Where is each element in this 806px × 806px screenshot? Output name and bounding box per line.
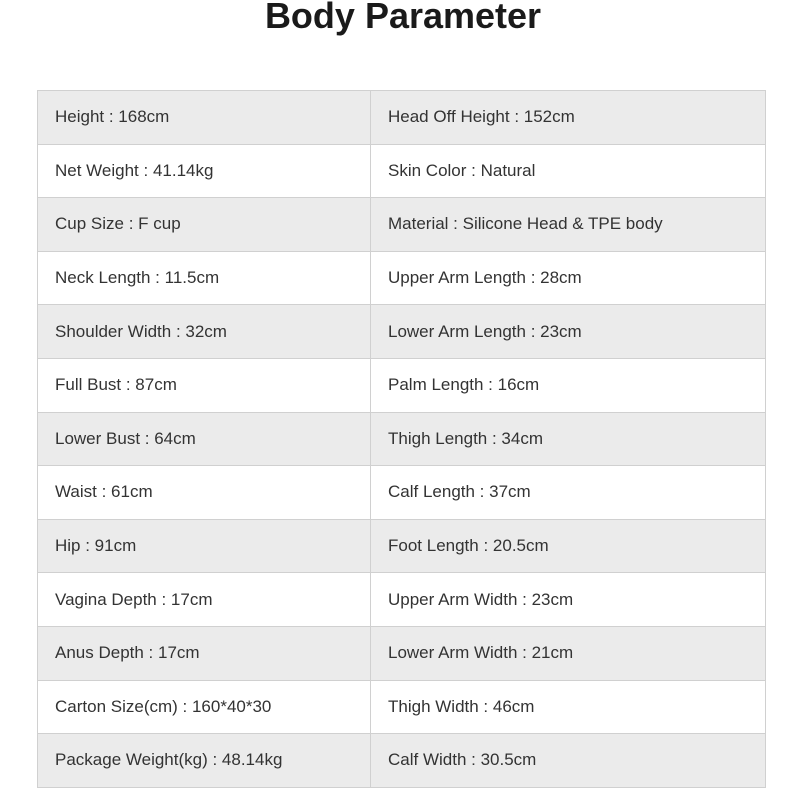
table-cell: Palm Length : 16cm [370,357,766,413]
table-cell: Upper Arm Length : 28cm [370,250,766,306]
table-cell: Head Off Height : 152cm [370,90,766,145]
table-row: Hip : 91cm Foot Length : 20.5cm [37,518,766,574]
table-cell: Calf Length : 37cm [370,465,766,520]
table-cell: Vagina Depth : 17cm [37,572,371,627]
table-row: Full Bust : 87cm Palm Length : 16cm [37,357,766,413]
table-cell: Lower Arm Width : 21cm [370,625,766,681]
page-title: Body Parameter [264,0,542,36]
table-row: Neck Length : 11.5cm Upper Arm Length : 2… [37,250,766,306]
parameter-table: Height : 168cm Head Off Height : 152cm Net… [37,90,766,788]
table-row: Cup Size : F cup Material : Silicone Head… [37,197,766,252]
table-cell: Thigh Length : 34cm [370,411,766,467]
table-cell: Lower Arm Length : 23cm [370,304,766,359]
table-cell: Calf Width : 30.5cm [370,733,766,788]
table-cell: Net Weight : 41.14kg [37,143,371,199]
table-row: Waist : 61cm Calf Length : 37cm [37,465,766,520]
table-cell: Carton Size(cm) : 160*40*30 [37,679,371,735]
table-cell: Height : 168cm [37,90,371,145]
table-row: Lower Bust : 64cm Thigh Length : 34cm [37,411,766,467]
table-cell: Anus Depth : 17cm [37,625,371,681]
table-cell: Shoulder Width : 32cm [37,304,371,359]
table-cell: Waist : 61cm [37,465,371,520]
table-row: Shoulder Width : 32cm Lower Arm Length : … [37,304,766,359]
table-cell: Thigh Width : 46cm [370,679,766,735]
table-cell: Package Weight(kg) : 48.14kg [37,733,371,788]
table-cell: Material : Silicone Head & TPE body [370,197,766,252]
table-cell: Cup Size : F cup [37,197,371,252]
table-cell: Hip : 91cm [37,518,371,574]
table-row: Net Weight : 41.14kg Skin Color : Natural [37,143,766,199]
table-cell: Foot Length : 20.5cm [370,518,766,574]
table-cell: Neck Length : 11.5cm [37,250,371,306]
table-row: Vagina Depth : 17cm Upper Arm Width : 23c… [37,572,766,627]
table-row: Height : 168cm Head Off Height : 152cm [37,90,766,145]
table-cell: Lower Bust : 64cm [37,411,371,467]
table-row: Carton Size(cm) : 160*40*30 Thigh Width :… [37,679,766,735]
table-row: Package Weight(kg) : 48.14kg Calf Width :… [37,733,766,788]
table-cell: Full Bust : 87cm [37,357,371,413]
table-cell: Upper Arm Width : 23cm [370,572,766,627]
table-cell: Skin Color : Natural [370,143,766,199]
table-row: Anus Depth : 17cm Lower Arm Width : 21cm [37,625,766,681]
